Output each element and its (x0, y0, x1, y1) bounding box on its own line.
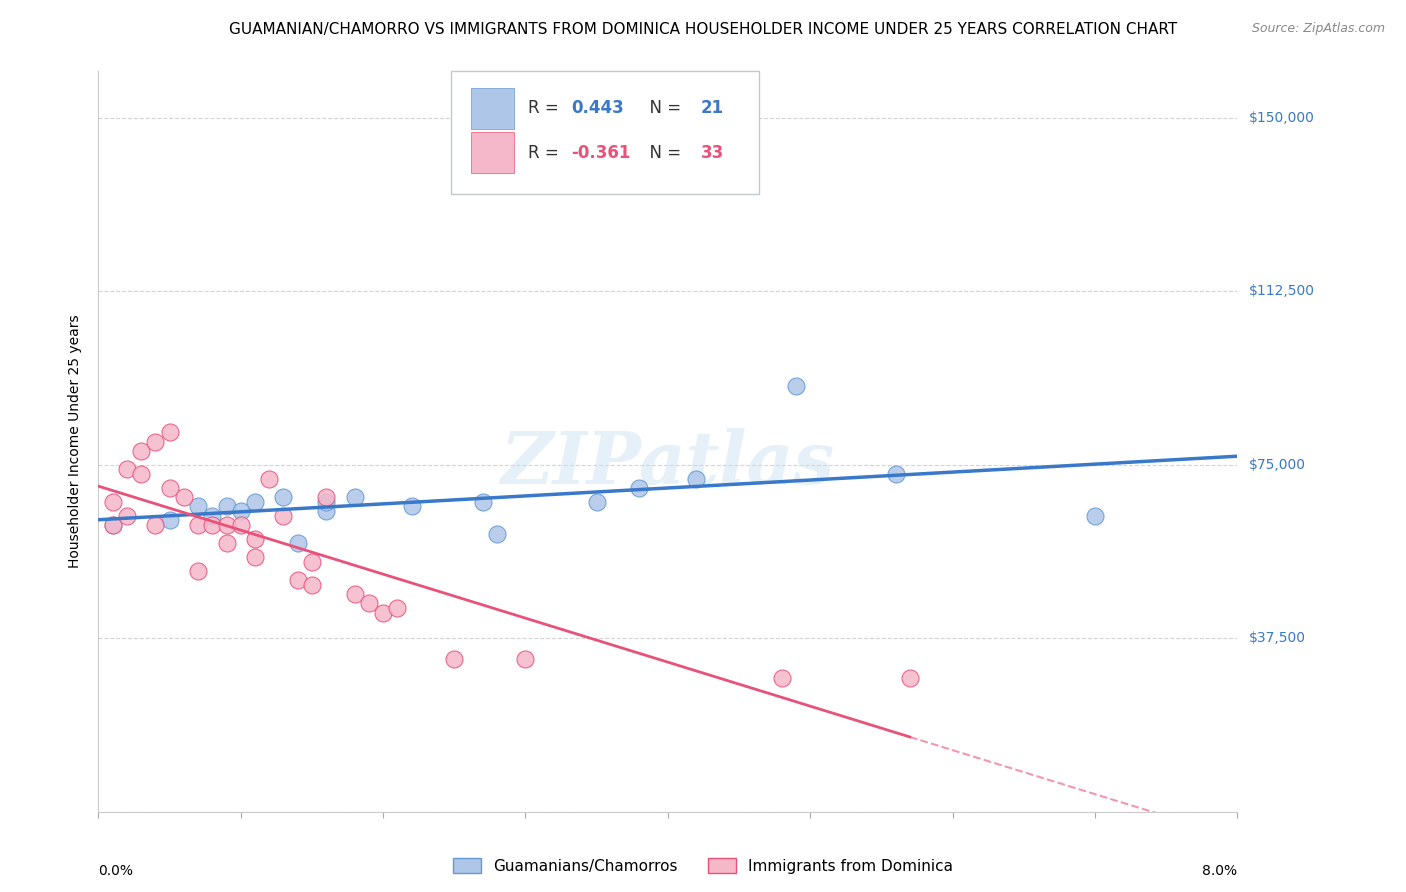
Point (201, 508, 224, 523)
Text: R =: R = (527, 99, 564, 118)
Point (628, 481, 651, 495)
Point (159, 481, 181, 495)
Text: 0.0%: 0.0% (98, 863, 134, 878)
Point (187, 517, 209, 532)
Text: $150,000: $150,000 (1249, 111, 1315, 125)
Point (1084, 508, 1107, 523)
Point (685, 471, 707, 485)
Point (443, 652, 465, 666)
Point (486, 527, 509, 541)
Point (145, 434, 167, 449)
Point (287, 574, 309, 588)
Point (471, 494, 494, 508)
Point (243, 550, 266, 565)
Point (129, 443, 152, 458)
Point (101, 517, 124, 532)
Point (301, 555, 323, 569)
Point (101, 517, 124, 532)
Text: N =: N = (640, 99, 686, 118)
Point (301, 578, 323, 592)
Text: 21: 21 (700, 99, 724, 118)
Point (387, 601, 409, 615)
Point (215, 536, 238, 550)
Point (315, 494, 337, 508)
Text: -0.361: -0.361 (571, 144, 630, 161)
Point (129, 467, 152, 481)
Point (229, 504, 252, 518)
Text: $75,000: $75,000 (1249, 458, 1305, 472)
FancyBboxPatch shape (471, 88, 515, 128)
FancyBboxPatch shape (471, 132, 515, 173)
Text: $37,500: $37,500 (1249, 632, 1305, 645)
Point (243, 494, 266, 508)
Point (187, 500, 209, 514)
Point (101, 494, 124, 508)
Point (898, 671, 921, 685)
Point (371, 606, 394, 620)
Point (315, 504, 337, 518)
Point (357, 597, 380, 611)
Text: R =: R = (527, 144, 564, 161)
Text: GUAMANIAN/CHAMORRO VS IMMIGRANTS FROM DOMINICA HOUSEHOLDER INCOME UNDER 25 YEARS: GUAMANIAN/CHAMORRO VS IMMIGRANTS FROM DO… (229, 22, 1177, 37)
Point (145, 517, 167, 532)
Point (287, 536, 309, 550)
Point (343, 490, 366, 504)
Point (215, 517, 238, 532)
Point (187, 564, 209, 578)
FancyBboxPatch shape (451, 71, 759, 194)
Point (273, 490, 295, 504)
Point (315, 490, 337, 504)
Point (785, 379, 807, 393)
Point (259, 471, 281, 485)
Legend: Guamanians/Chamorros, Immigrants from Dominica: Guamanians/Chamorros, Immigrants from Do… (447, 852, 959, 880)
Text: 8.0%: 8.0% (1202, 863, 1237, 878)
Point (159, 425, 181, 440)
Text: N =: N = (640, 144, 686, 161)
Point (201, 517, 224, 532)
Point (229, 517, 252, 532)
Point (515, 652, 537, 666)
Text: 0.443: 0.443 (571, 99, 624, 118)
Point (585, 494, 607, 508)
Point (115, 462, 138, 476)
Text: 33: 33 (700, 144, 724, 161)
Y-axis label: Householder Income Under 25 years: Householder Income Under 25 years (69, 315, 83, 568)
Point (273, 508, 295, 523)
Point (343, 587, 366, 601)
Text: ZIPatlas: ZIPatlas (501, 428, 835, 500)
Point (173, 490, 195, 504)
Point (115, 508, 138, 523)
Point (215, 500, 238, 514)
Text: $112,500: $112,500 (1249, 285, 1315, 298)
Text: Source: ZipAtlas.com: Source: ZipAtlas.com (1251, 22, 1385, 36)
Point (159, 513, 181, 527)
Point (884, 467, 907, 481)
Point (770, 671, 793, 685)
Point (243, 532, 266, 546)
Point (401, 500, 423, 514)
